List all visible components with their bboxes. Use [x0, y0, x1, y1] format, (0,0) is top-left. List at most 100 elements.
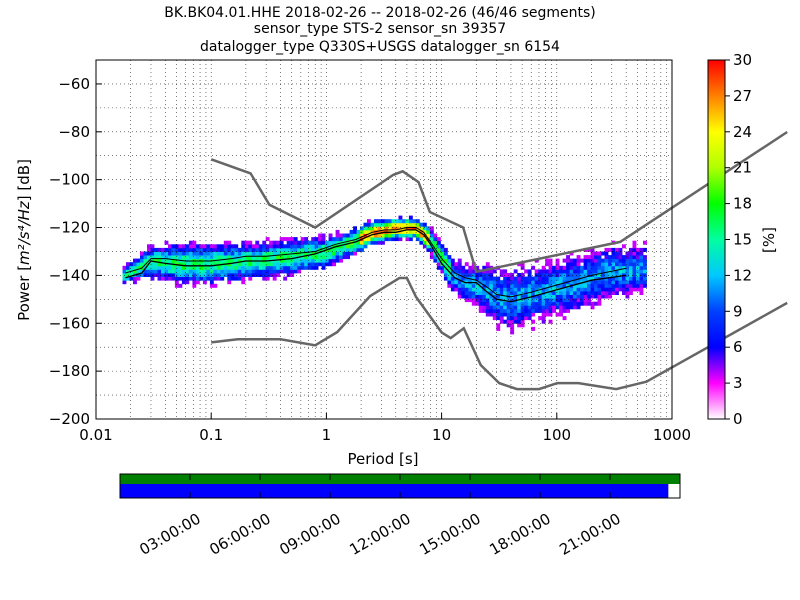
density-cell [629, 265, 633, 270]
x-tick-label: 100 [542, 426, 571, 444]
density-cell [436, 244, 441, 249]
density-cell [496, 287, 501, 292]
density-cell [391, 222, 396, 227]
density-cell [520, 262, 525, 267]
density-cell [290, 258, 295, 263]
density-cell [202, 273, 207, 277]
density-cell [395, 222, 399, 227]
density-cell [457, 262, 462, 267]
density-cell [629, 273, 633, 277]
density-cell [412, 222, 417, 227]
density-cell [251, 269, 256, 274]
density-cell [185, 244, 190, 249]
density-cell [133, 280, 137, 285]
colorbar-tick-label: 21 [733, 159, 752, 177]
density-cell [181, 244, 186, 249]
density-cell [174, 283, 179, 288]
density-cell [265, 255, 270, 260]
density-cell [499, 301, 504, 306]
density-cell [510, 301, 515, 306]
density-cell [541, 312, 546, 317]
density-cell [496, 301, 501, 306]
density-cell [580, 273, 584, 277]
density-cell [192, 262, 197, 267]
density-cell [220, 258, 225, 263]
density-cell [367, 222, 371, 227]
density-cell [244, 251, 249, 256]
density-cell [195, 262, 200, 267]
density-cell [555, 298, 560, 303]
density-cell [276, 251, 281, 256]
density-cell [311, 237, 316, 242]
density-cell [178, 262, 183, 267]
density-cell [311, 258, 316, 263]
density-cell [286, 244, 291, 249]
density-cell [244, 262, 249, 267]
density-cell [510, 330, 515, 335]
density-cell [408, 229, 413, 234]
density-cell [398, 222, 403, 227]
density-cell [510, 276, 515, 281]
density-cell [192, 251, 197, 256]
density-cell [192, 240, 197, 245]
density-cell [583, 287, 588, 292]
density-cell [199, 244, 204, 249]
density-cell [517, 273, 522, 277]
density-cell [615, 258, 619, 263]
density-cell [513, 316, 518, 321]
density-cell [234, 244, 239, 249]
density-cell [562, 316, 567, 321]
density-cell [174, 269, 179, 274]
density-cell [625, 273, 630, 277]
density-cell [171, 269, 176, 274]
density-cell [447, 258, 452, 263]
density-cell [443, 247, 448, 252]
density-cell [450, 265, 455, 270]
density-cell [534, 294, 539, 299]
density-cell [164, 269, 169, 274]
density-cell [541, 294, 546, 299]
density-cell [251, 247, 256, 252]
density-cell [615, 287, 619, 292]
density-cell [520, 298, 525, 303]
density-cell [590, 255, 595, 260]
density-cell [475, 265, 480, 270]
density-cell [209, 247, 214, 252]
density-cell [506, 287, 511, 292]
colorbar-tick-label: 3 [733, 374, 743, 392]
density-cell [492, 301, 497, 306]
density-cell [307, 258, 312, 263]
density-cell [548, 291, 553, 295]
density-cell [520, 273, 525, 277]
density-cell [398, 233, 403, 238]
density-cell [531, 291, 536, 295]
density-cell [520, 287, 525, 292]
density-cell [318, 251, 322, 256]
density-cell [492, 316, 497, 321]
density-cell [559, 269, 563, 274]
density-cell [147, 265, 151, 270]
density-cell [360, 240, 364, 245]
density-cell [447, 255, 452, 260]
density-cell [545, 269, 550, 274]
density-cell [328, 240, 333, 245]
density-cell [195, 247, 200, 252]
density-cell [283, 269, 288, 274]
density-cell [583, 273, 588, 277]
density-cell [185, 280, 190, 285]
density-cell [625, 269, 630, 274]
density-cell [534, 273, 539, 277]
density-cell [538, 291, 543, 295]
density-cell [555, 258, 560, 263]
density-cell [587, 291, 591, 295]
density-cell [370, 237, 375, 242]
density-cell [527, 269, 532, 274]
density-cell [429, 251, 434, 256]
density-cell [587, 262, 591, 267]
density-cell [248, 244, 253, 249]
density-cell [632, 265, 637, 270]
density-cell [178, 283, 183, 288]
density-cell [489, 298, 494, 303]
density-cell [632, 244, 637, 249]
